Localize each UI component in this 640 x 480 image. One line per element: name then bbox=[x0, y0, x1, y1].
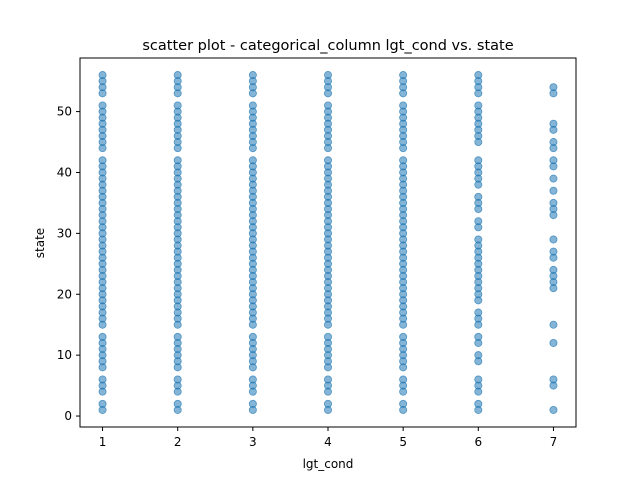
data-point bbox=[474, 375, 483, 384]
data-point bbox=[474, 235, 483, 244]
data-point bbox=[323, 101, 332, 110]
y-tick-label: 10 bbox=[57, 348, 72, 362]
data-point bbox=[173, 332, 182, 341]
data-point bbox=[173, 399, 182, 408]
x-tick-label: 4 bbox=[324, 435, 332, 449]
data-point bbox=[98, 375, 107, 384]
x-tick-label: 7 bbox=[550, 435, 558, 449]
data-point bbox=[248, 375, 257, 384]
data-point bbox=[323, 332, 332, 341]
x-axis-label: lgt_cond bbox=[303, 457, 354, 471]
data-point bbox=[549, 119, 558, 128]
data-point bbox=[549, 338, 558, 347]
data-point bbox=[248, 101, 257, 110]
data-point bbox=[399, 71, 408, 80]
x-axis-ticks: 1 2 3 4 5 6 7 bbox=[99, 427, 558, 449]
data-point bbox=[98, 332, 107, 341]
data-point bbox=[474, 192, 483, 201]
data-point bbox=[549, 320, 558, 329]
data-point bbox=[549, 265, 558, 274]
data-point bbox=[98, 101, 107, 110]
data-point bbox=[549, 174, 558, 183]
data-point bbox=[549, 186, 558, 195]
data-point bbox=[399, 375, 408, 384]
y-tick-label: 40 bbox=[57, 165, 72, 179]
data-point bbox=[98, 399, 107, 408]
y-tick-label: 30 bbox=[57, 226, 72, 240]
data-point bbox=[173, 101, 182, 110]
x-tick-label: 5 bbox=[399, 435, 407, 449]
data-point bbox=[173, 375, 182, 384]
data-point bbox=[323, 156, 332, 165]
data-point bbox=[248, 156, 257, 165]
data-point bbox=[474, 308, 483, 317]
data-point bbox=[173, 71, 182, 80]
data-point bbox=[549, 405, 558, 414]
data-point bbox=[399, 332, 408, 341]
y-axis-ticks: 0 10 20 30 40 50 bbox=[57, 105, 80, 423]
y-axis-label: state bbox=[33, 228, 47, 258]
data-point bbox=[549, 247, 558, 256]
data-point bbox=[98, 71, 107, 80]
data-point bbox=[474, 71, 483, 80]
y-tick-label: 0 bbox=[64, 409, 72, 423]
y-tick-label: 50 bbox=[57, 105, 72, 119]
data-point bbox=[549, 198, 558, 207]
data-point bbox=[549, 83, 558, 92]
data-point bbox=[248, 399, 257, 408]
y-tick-label: 20 bbox=[57, 287, 72, 301]
data-point bbox=[549, 156, 558, 165]
data-point bbox=[474, 101, 483, 110]
points-layer bbox=[98, 71, 558, 414]
data-point bbox=[399, 399, 408, 408]
data-point bbox=[323, 375, 332, 384]
x-tick-label: 2 bbox=[174, 435, 182, 449]
x-tick-label: 6 bbox=[474, 435, 482, 449]
data-point bbox=[474, 351, 483, 360]
data-point bbox=[248, 71, 257, 80]
data-point bbox=[323, 71, 332, 80]
data-point bbox=[549, 138, 558, 147]
x-tick-label: 3 bbox=[249, 435, 257, 449]
data-point bbox=[474, 332, 483, 341]
data-point bbox=[323, 399, 332, 408]
data-point bbox=[474, 217, 483, 226]
x-tick-label: 1 bbox=[99, 435, 107, 449]
data-point bbox=[474, 399, 483, 408]
data-point bbox=[474, 156, 483, 165]
data-point bbox=[248, 332, 257, 341]
data-point bbox=[173, 156, 182, 165]
data-point bbox=[399, 101, 408, 110]
data-point bbox=[98, 156, 107, 165]
data-point bbox=[549, 375, 558, 384]
data-point bbox=[399, 156, 408, 165]
data-point bbox=[549, 235, 558, 244]
chart-title: scatter plot - categorical_column lgt_co… bbox=[142, 38, 513, 54]
